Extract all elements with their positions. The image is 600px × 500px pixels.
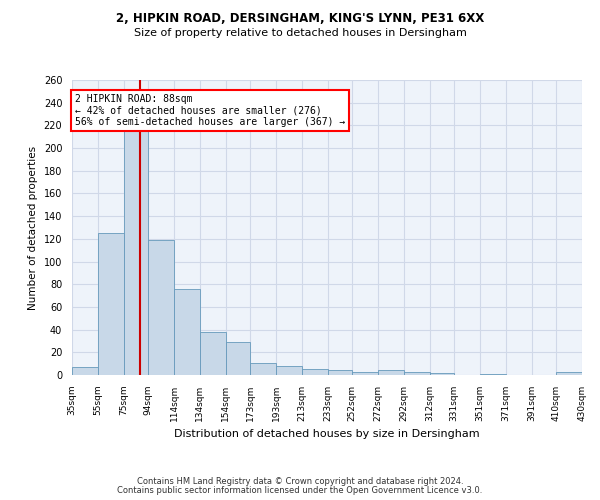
Bar: [148, 240, 174, 375]
Bar: [556, 372, 582, 375]
Text: Contains public sector information licensed under the Open Government Licence v3: Contains public sector information licen…: [118, 486, 482, 495]
Bar: [328, 370, 352, 375]
Bar: [480, 374, 506, 375]
Bar: [98, 233, 124, 375]
Bar: [352, 372, 378, 375]
Text: 2, HIPKIN ROAD, DERSINGHAM, KING'S LYNN, PE31 6XX: 2, HIPKIN ROAD, DERSINGHAM, KING'S LYNN,…: [116, 12, 484, 26]
Text: Size of property relative to detached houses in Dersingham: Size of property relative to detached ho…: [134, 28, 466, 38]
Bar: [72, 367, 98, 375]
Y-axis label: Number of detached properties: Number of detached properties: [28, 146, 38, 310]
Bar: [302, 370, 328, 375]
Bar: [430, 372, 454, 375]
Bar: [276, 366, 302, 375]
Bar: [124, 128, 148, 375]
Bar: [378, 370, 404, 375]
X-axis label: Distribution of detached houses by size in Dersingham: Distribution of detached houses by size …: [174, 430, 480, 440]
Bar: [404, 372, 430, 375]
Text: Contains HM Land Registry data © Crown copyright and database right 2024.: Contains HM Land Registry data © Crown c…: [137, 477, 463, 486]
Text: 2 HIPKIN ROAD: 88sqm
← 42% of detached houses are smaller (276)
56% of semi-deta: 2 HIPKIN ROAD: 88sqm ← 42% of detached h…: [74, 94, 345, 127]
Bar: [200, 332, 226, 375]
Bar: [226, 342, 250, 375]
Bar: [174, 289, 200, 375]
Bar: [250, 362, 276, 375]
